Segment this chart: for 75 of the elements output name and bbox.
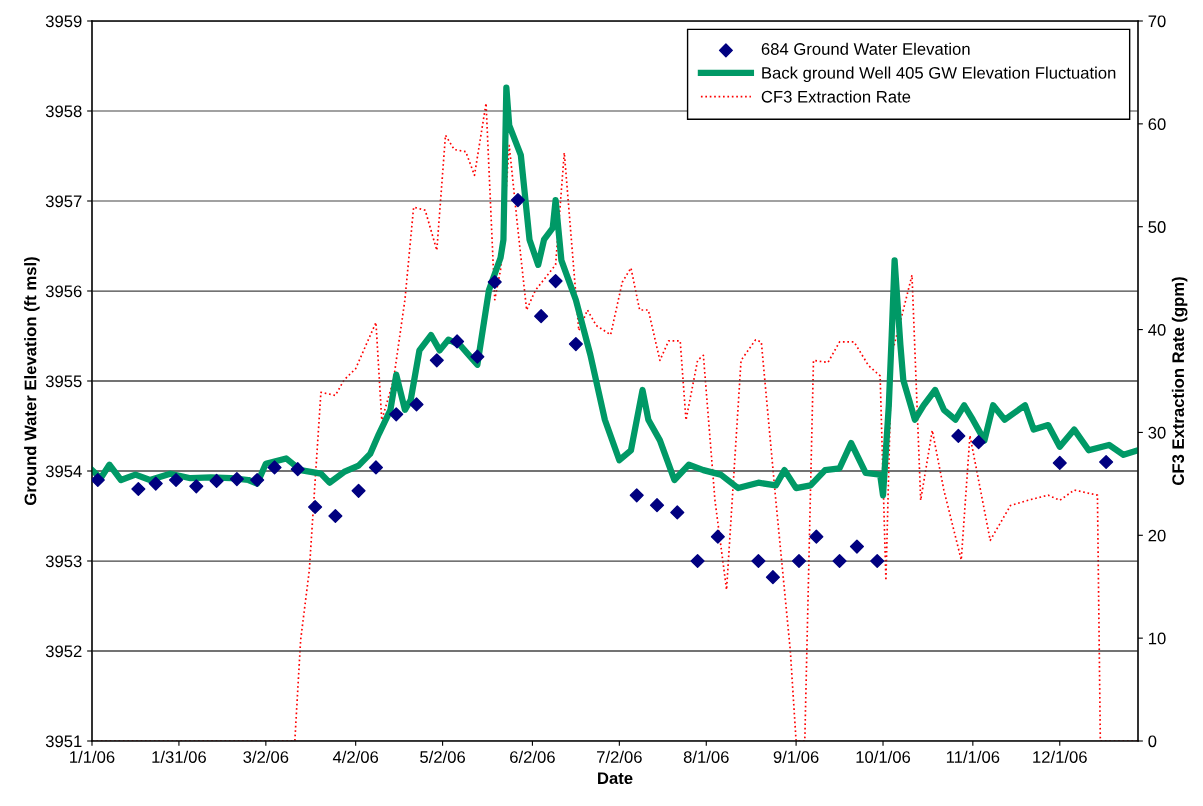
x-tick-label: 9/1/06: [773, 750, 819, 763]
legend-label: Back ground Well 405 GW Elevation Fluctuation: [762, 66, 1116, 83]
x-tick-label: 10/1/06: [856, 750, 911, 763]
point: [92, 472, 105, 488]
x-tick-label: 4/2/06: [332, 750, 379, 763]
y-tick-label: 3958: [45, 105, 82, 118]
point: [534, 309, 549, 324]
point: [1099, 454, 1114, 470]
point: [229, 472, 244, 487]
point: [389, 407, 404, 422]
y2-tick-label: 60: [1148, 118, 1166, 131]
point: [429, 353, 444, 368]
y2-tick-label: 20: [1148, 529, 1166, 542]
point: [209, 473, 224, 488]
y2-tick-label: 10: [1148, 632, 1166, 645]
point: [308, 499, 323, 515]
point: [849, 539, 865, 554]
point: [470, 349, 485, 364]
x-axis-title: Date: [598, 772, 633, 785]
y-tick-label: 3956: [45, 285, 82, 298]
point: [751, 553, 766, 569]
y2-tick-label: 0: [1148, 735, 1157, 748]
point: [189, 479, 204, 494]
point: [971, 435, 986, 450]
point: [267, 460, 282, 475]
point: [690, 553, 705, 569]
point: [568, 337, 583, 352]
point: [487, 274, 502, 290]
point: [510, 193, 525, 208]
point: [290, 462, 305, 477]
point: [548, 274, 563, 289]
legend-label: CF3 Extraction Rate: [761, 90, 911, 103]
x-tick-label: 11/1/06: [946, 750, 1000, 763]
point: [351, 483, 366, 498]
y-tick-label: 3951: [45, 735, 82, 748]
point: [168, 472, 184, 488]
point: [791, 553, 807, 569]
y-tick-label: 3959: [45, 15, 82, 28]
x-tick-label: 7/2/06: [597, 750, 642, 763]
point: [131, 481, 146, 497]
legend-label: 684 Ground Water Elevation: [761, 42, 970, 55]
y2-tick-label: 50: [1148, 221, 1166, 233]
point: [148, 476, 163, 491]
point: [409, 397, 424, 412]
point: [368, 460, 384, 475]
x-tick-label: 8/1/06: [683, 750, 729, 763]
point: [1052, 455, 1067, 470]
y2-tick-label: 30: [1148, 426, 1166, 439]
point: [250, 472, 265, 488]
y-tick-label: 3954: [45, 465, 82, 478]
x-tick-label: 3/2/06: [243, 750, 289, 763]
x-tick-label: 1/31/06: [152, 750, 206, 763]
point: [450, 334, 465, 349]
point: [649, 498, 665, 513]
y2-axis-title: CF3 Extraction Rate (gpm): [1171, 277, 1188, 485]
point: [832, 553, 847, 569]
y-tick-label: 3957: [45, 195, 82, 208]
y-axis-title: Ground Water Elevation (ft msl): [24, 257, 40, 505]
point: [670, 505, 685, 520]
x-tick-label: 5/2/06: [420, 750, 466, 763]
y-tick-label: 3952: [45, 645, 82, 658]
x-tick-label: 6/2/06: [510, 750, 555, 763]
point: [328, 508, 343, 524]
x-tick-label: 12/1/06: [1033, 750, 1087, 763]
x-tick-label: 1/1/06: [70, 750, 115, 763]
point: [629, 488, 644, 503]
point: [870, 553, 885, 569]
point: [710, 529, 725, 544]
y-tick-label: 3953: [45, 555, 82, 568]
y2-tick-label: 70: [1148, 15, 1166, 28]
point: [765, 570, 780, 585]
point: [951, 428, 966, 443]
point: [809, 529, 824, 544]
y2-tick-label: 40: [1148, 323, 1166, 336]
y-tick-label: 3955: [45, 375, 82, 388]
